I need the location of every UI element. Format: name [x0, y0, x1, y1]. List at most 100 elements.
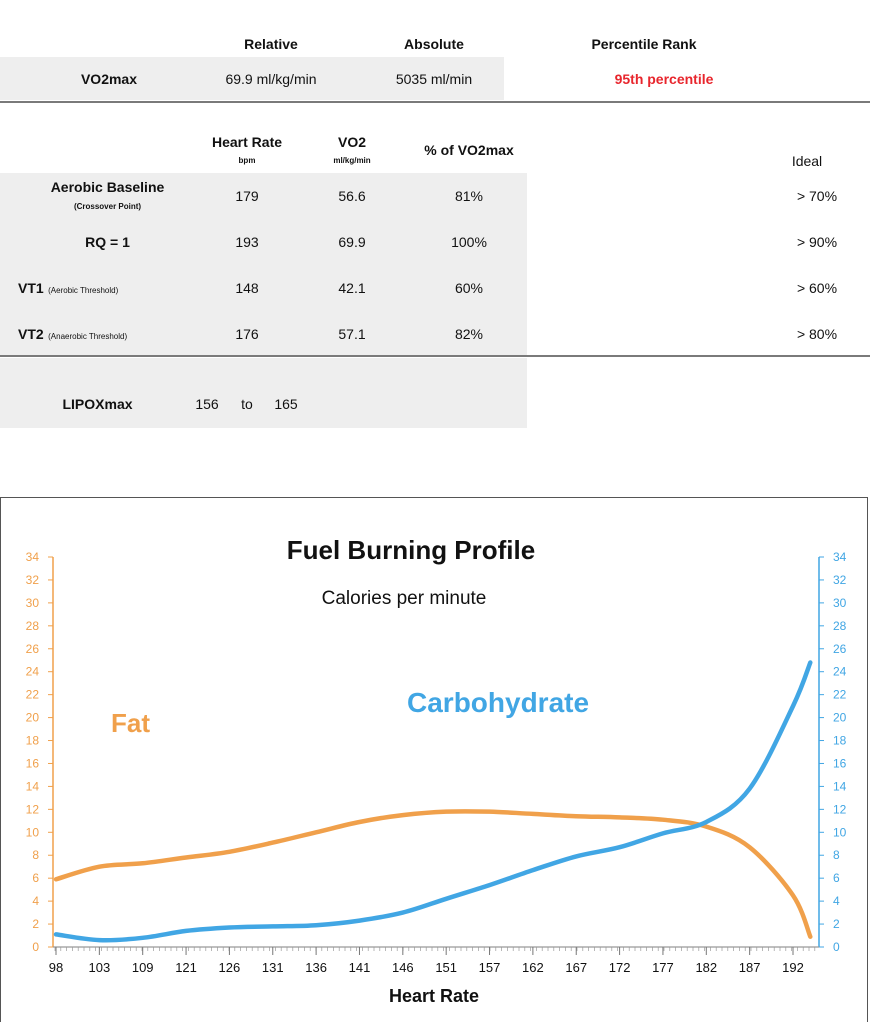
divider-line — [0, 355, 870, 357]
table-cell-ideal: > 70% — [796, 188, 838, 204]
x-tick-label: 131 — [262, 960, 284, 975]
table-cell-vo2: 69.9 — [338, 234, 366, 250]
y-tick-label-left: 32 — [26, 573, 40, 587]
y-tick-label-right: 20 — [833, 711, 847, 725]
table-cell-hr: 148 — [235, 280, 259, 296]
y-tick-label-right: 28 — [833, 619, 847, 633]
y-tick-label-right: 16 — [833, 756, 847, 770]
vo2-header: VO2 — [337, 134, 366, 150]
y-tick-label-left: 4 — [32, 894, 39, 908]
y-tick-label-left: 20 — [26, 711, 40, 725]
y-tick-label-right: 24 — [833, 665, 847, 679]
y-tick-label-right: 6 — [833, 871, 840, 885]
y-tick-label-left: 30 — [26, 596, 40, 610]
series-line-fat — [53, 809, 813, 939]
vo2max-row-band — [0, 57, 504, 100]
x-tick-label: 136 — [305, 960, 327, 975]
y-tick-label-right: 4 — [833, 894, 840, 908]
y-tick-label-right: 10 — [833, 825, 847, 839]
chart-svg: Fuel Burning Profile Calories per minute… — [26, 535, 847, 1006]
table-cell-ideal: > 60% — [796, 280, 838, 296]
y-tick-label-left: 12 — [26, 802, 40, 816]
chart-subtitle: Calories per minute — [322, 588, 487, 609]
y-tick-label-left: 22 — [26, 688, 40, 702]
x-tick-label: 162 — [522, 960, 544, 975]
y-tick-label-left: 26 — [26, 642, 40, 656]
x-tick-label: 187 — [739, 960, 761, 975]
y-tick-label-right: 30 — [833, 596, 847, 610]
y-tick-label-right: 14 — [833, 779, 847, 793]
vo2max-relative-value: 69.9 ml/kg/min — [225, 71, 317, 87]
y-tick-label-left: 16 — [26, 756, 40, 770]
x-tick-label: 141 — [349, 960, 371, 975]
x-tick-label: 146 — [392, 960, 414, 975]
lipox-to: 165 — [274, 396, 298, 412]
y-tick-label-left: 18 — [26, 734, 40, 748]
series-line-carbohydrate — [53, 660, 813, 943]
series-label-carbohydrate: Carbohydrate — [407, 687, 589, 718]
x-tick-label: 172 — [609, 960, 631, 975]
x-tick-label: 177 — [652, 960, 674, 975]
x-tick-label: 192 — [782, 960, 804, 975]
percentile-header: Percentile Rank — [591, 36, 697, 52]
series-label-fat: Fat — [111, 708, 150, 738]
table-cell-pct: 60% — [454, 280, 484, 296]
table-cell-vo2: 42.1 — [338, 280, 366, 296]
row-label-vt1-main: VT1 — [18, 280, 44, 296]
ideal-header: Ideal — [791, 153, 823, 169]
divider-line — [0, 101, 870, 103]
y-tick-label-right: 34 — [833, 550, 847, 564]
y-tick-label-right: 2 — [833, 917, 840, 931]
table-cell-pct: 100% — [451, 234, 487, 250]
relative-header: Relative — [244, 36, 298, 52]
vo2-unit: ml/kg/min — [333, 156, 371, 165]
y-tick-label-right: 8 — [833, 848, 840, 862]
y-tick-label-right: 0 — [833, 940, 840, 954]
y-tick-label-left: 0 — [32, 940, 39, 954]
x-tick-label: 121 — [175, 960, 197, 975]
x-tick-label: 167 — [565, 960, 587, 975]
table-cell-ideal: > 80% — [796, 326, 838, 342]
y-tick-label-left: 8 — [32, 848, 39, 862]
y-tick-label-left: 2 — [32, 917, 39, 931]
chart-title: Fuel Burning Profile — [287, 535, 535, 565]
y-tick-label-right: 32 — [833, 573, 847, 587]
row-sublabel-aerobic-threshold: (Aerobic Threshold) — [48, 286, 119, 295]
table-cell-hr: 179 — [235, 188, 259, 204]
y-tick-label-left: 28 — [26, 619, 40, 633]
absolute-header: Absolute — [404, 36, 464, 52]
x-tick-label: 103 — [89, 960, 111, 975]
y-tick-label-left: 14 — [26, 779, 40, 793]
x-tick-label: 126 — [219, 960, 241, 975]
x-tick-label: 151 — [435, 960, 457, 975]
y-tick-label-left: 24 — [26, 665, 40, 679]
row-label-aerobic-baseline: Aerobic Baseline — [50, 179, 165, 195]
row-label-vt1: VT1 (Aerobic Threshold) — [18, 280, 198, 298]
y-tick-label-right: 18 — [833, 734, 847, 748]
lipox-to-word: to — [241, 396, 253, 412]
table-cell-hr: 176 — [235, 326, 259, 342]
heart-rate-header: Heart Rate — [211, 134, 283, 150]
table-cell-ideal: > 90% — [796, 234, 838, 250]
row-label-vt2: VT2 (Anaerobic Threshold) — [18, 326, 198, 344]
pct-vo2max-header: % of VO2max — [424, 142, 514, 158]
x-axis-label: Heart Rate — [389, 986, 479, 1006]
fuel-burning-chart: Fuel Burning Profile Calories per minute… — [0, 497, 868, 1022]
y-tick-label-left: 10 — [26, 825, 40, 839]
table-cell-pct: 81% — [454, 188, 484, 204]
x-tick-label: 98 — [49, 960, 63, 975]
y-tick-label-right: 12 — [833, 802, 847, 816]
thresholds-band — [0, 173, 527, 355]
x-tick-label: 109 — [132, 960, 154, 975]
lipox-from: 156 — [195, 396, 219, 412]
row-label-rq: RQ = 1 — [85, 234, 130, 250]
table-cell-pct: 82% — [454, 326, 484, 342]
lipox-band — [0, 358, 527, 428]
heart-rate-unit: bpm — [238, 156, 256, 165]
lipox-label: LIPOXmax — [62, 396, 133, 412]
table-cell-vo2: 56.6 — [338, 188, 366, 204]
y-tick-label-right: 26 — [833, 642, 847, 656]
x-tick-label: 157 — [479, 960, 501, 975]
y-tick-label-left: 6 — [32, 871, 39, 885]
y-tick-label-right: 22 — [833, 688, 847, 702]
